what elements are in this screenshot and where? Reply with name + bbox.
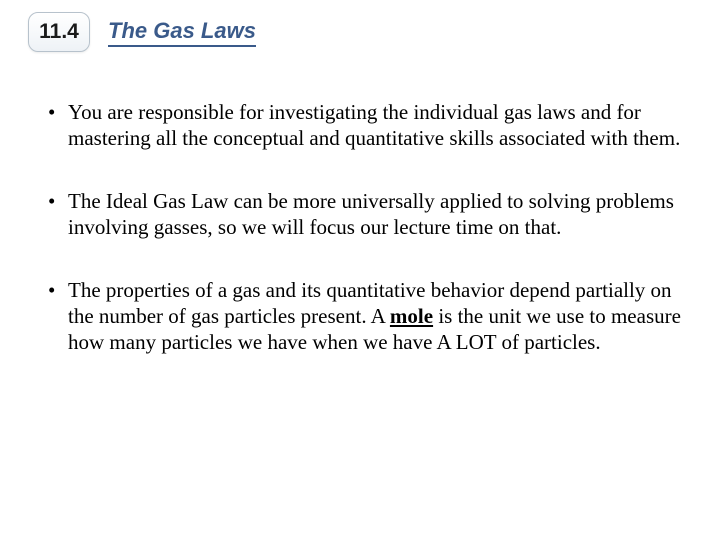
bullet-item: The properties of a gas and its quantita… [48,278,692,355]
bullet-item: The Ideal Gas Law can be more universall… [48,189,692,240]
bullet-text: You are responsible for investigating th… [68,100,680,150]
bullet-emphasis: mole [390,304,433,328]
slide: 11.4 The Gas Laws You are responsible fo… [0,0,720,540]
bullet-list: You are responsible for investigating th… [28,100,692,355]
bullet-text: The Ideal Gas Law can be more universall… [68,189,674,239]
section-title: The Gas Laws [108,18,256,47]
bullet-item: You are responsible for investigating th… [48,100,692,151]
slide-header: 11.4 The Gas Laws [28,12,692,52]
section-number-badge: 11.4 [28,12,90,52]
